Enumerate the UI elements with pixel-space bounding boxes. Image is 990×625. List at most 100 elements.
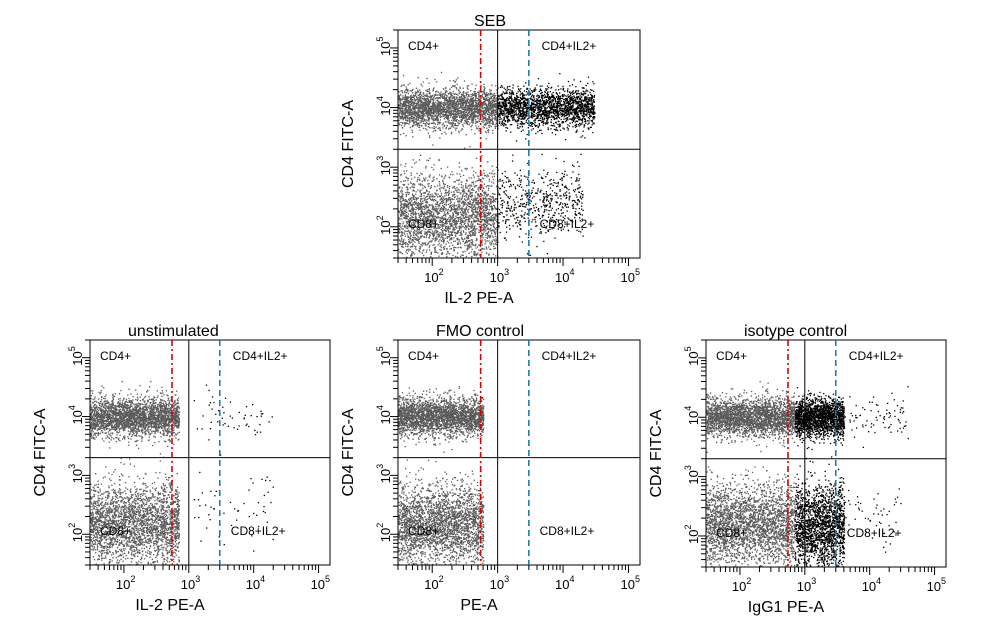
data-point	[454, 116, 456, 118]
data-point	[495, 98, 497, 100]
data-point	[521, 126, 523, 128]
data-point	[509, 107, 511, 109]
data-point	[446, 90, 448, 92]
data-point	[519, 103, 521, 105]
data-point	[441, 111, 444, 113]
data-point	[555, 96, 558, 99]
data-point	[494, 115, 496, 117]
data-point	[577, 92, 579, 94]
data-point	[575, 89, 577, 92]
data-point	[468, 124, 470, 126]
data-point	[588, 107, 590, 109]
data-point	[483, 127, 485, 129]
data-point	[417, 122, 419, 124]
data-point	[553, 103, 555, 105]
data-point	[416, 112, 418, 114]
data-point	[576, 111, 578, 113]
data-point	[445, 112, 447, 114]
data-point	[557, 111, 559, 113]
data-point	[420, 105, 422, 107]
data-point	[425, 119, 427, 121]
data-point	[577, 115, 579, 117]
data-point	[456, 88, 458, 90]
data-point	[417, 118, 419, 120]
data-point	[434, 237, 436, 239]
data-point	[569, 100, 571, 103]
data-point	[415, 105, 417, 107]
data-point	[455, 115, 457, 118]
data-point	[569, 85, 571, 87]
data-point	[541, 97, 543, 99]
data-point	[432, 111, 434, 113]
data-point	[410, 98, 413, 100]
data-point	[501, 102, 503, 104]
data-point	[502, 110, 504, 112]
data-point	[538, 109, 540, 111]
data-point	[431, 105, 433, 108]
data-point	[404, 113, 407, 115]
data-point	[447, 235, 449, 238]
data-point	[554, 111, 556, 113]
data-point	[558, 102, 561, 104]
data-point	[503, 117, 505, 119]
data-point	[569, 108, 571, 110]
data-point	[510, 110, 512, 112]
data-point	[586, 96, 588, 98]
data-point	[418, 214, 420, 216]
data-point	[539, 111, 542, 113]
data-point	[458, 101, 460, 103]
data-point	[401, 109, 403, 111]
data-point	[567, 88, 569, 90]
data-point	[436, 117, 438, 119]
data-point	[534, 87, 536, 89]
data-point	[577, 107, 580, 110]
data-point	[503, 87, 505, 89]
data-point	[485, 105, 488, 107]
data-point	[462, 113, 464, 116]
data-point	[553, 107, 555, 109]
data-point	[444, 104, 446, 106]
data-point	[462, 110, 464, 113]
data-point	[569, 110, 571, 112]
data-point	[510, 114, 512, 116]
data-point	[444, 121, 447, 123]
data-point	[593, 96, 595, 98]
data-point	[443, 93, 445, 95]
data-point	[432, 110, 434, 112]
data-point	[444, 116, 446, 119]
data-point	[454, 85, 456, 88]
data-point	[404, 122, 406, 124]
data-point	[410, 120, 412, 122]
data-point	[446, 111, 448, 113]
data-point	[570, 102, 573, 104]
data-point	[575, 103, 577, 105]
data-point	[436, 104, 438, 106]
data-point	[490, 107, 492, 109]
data-point	[400, 133, 402, 136]
data-point	[423, 106, 425, 109]
data-point	[568, 113, 570, 115]
data-point	[573, 79, 575, 81]
data-point	[474, 98, 476, 100]
data-point	[493, 100, 496, 103]
data-point	[548, 110, 550, 112]
data-point	[516, 105, 518, 107]
data-point	[406, 111, 408, 113]
data-point	[448, 92, 450, 95]
population-3	[398, 154, 499, 258]
data-point	[402, 122, 404, 125]
data-point	[419, 101, 422, 103]
data-point	[509, 104, 511, 106]
data-point	[477, 92, 479, 94]
data-point	[422, 112, 424, 115]
data-point	[488, 106, 490, 109]
data-point	[568, 106, 570, 108]
data-point	[518, 127, 520, 129]
data-point	[525, 119, 528, 122]
data-point	[454, 234, 457, 236]
data-point	[407, 93, 410, 95]
data-point	[426, 112, 428, 114]
data-point	[548, 82, 550, 85]
data-point	[521, 102, 523, 104]
data-point	[536, 100, 539, 102]
